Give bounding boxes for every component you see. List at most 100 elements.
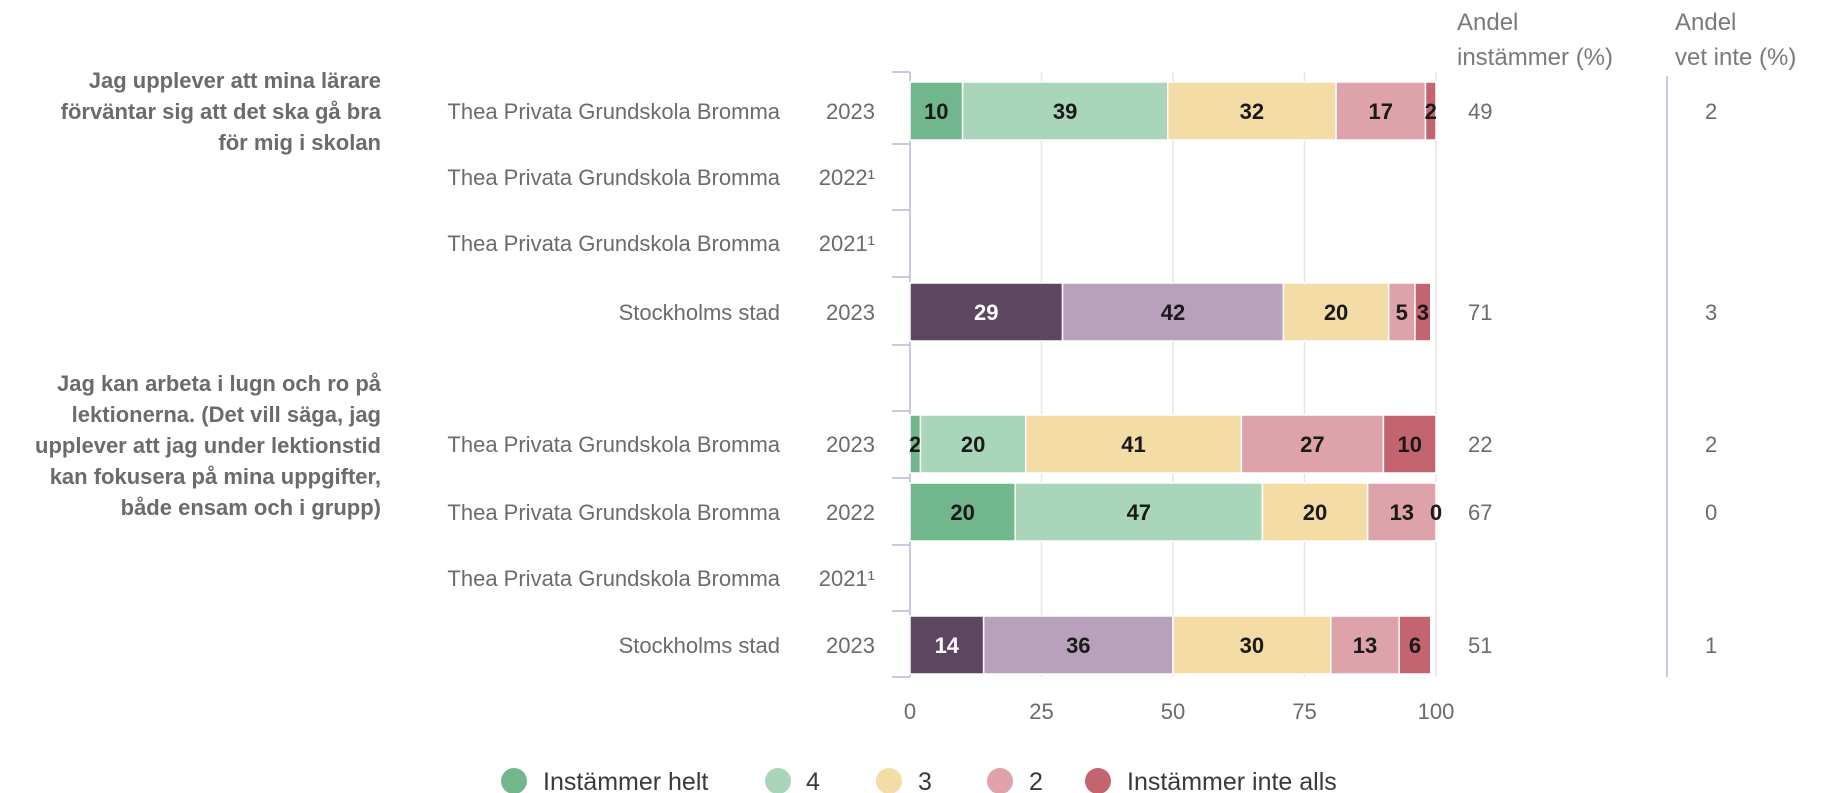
bar-segment-label: 13 xyxy=(1353,633,1377,658)
row-labels: Jag upplever att mina lärare förväntar si… xyxy=(35,68,875,658)
bar-segment xyxy=(1398,615,1432,675)
x-tick-label: 25 xyxy=(1029,699,1053,724)
bar-segment-label: 10 xyxy=(924,99,948,124)
bar-segment-label: 30 xyxy=(1240,633,1264,658)
row-year-label: 2022 xyxy=(826,500,875,525)
bar-segment-label: 0 xyxy=(1430,500,1442,525)
bar-segment xyxy=(1424,81,1437,141)
row-unit-label: Thea Privata Grundskola Bromma xyxy=(447,566,780,591)
bar-segment xyxy=(1335,81,1427,141)
bar-segment-label: 32 xyxy=(1240,99,1264,124)
agree-share-value: 71 xyxy=(1468,300,1492,325)
legend-swatch xyxy=(1085,768,1111,793)
bar-segment xyxy=(1061,282,1285,342)
bar-segment xyxy=(1414,282,1432,342)
bar-segment xyxy=(1172,615,1332,675)
row-unit-label: Thea Privata Grundskola Bromma xyxy=(447,500,780,525)
row-unit-label: Thea Privata Grundskola Bromma xyxy=(447,231,780,256)
agree-column-header: Andel xyxy=(1457,9,1518,36)
bar-segment-label: 42 xyxy=(1161,300,1185,325)
dont-know-column-header: vet inte (%) xyxy=(1675,44,1796,71)
question-label: kan fokusera på mina uppgifter, xyxy=(50,464,381,489)
row-year-label: 2021¹ xyxy=(819,231,875,256)
bar-segment-label: 6 xyxy=(1409,633,1421,658)
question-label: för mig i skolan xyxy=(218,130,381,155)
question-label: förväntar sig att det ska gå bra xyxy=(61,99,382,124)
question-label: upplever att jag under lektionstid xyxy=(35,433,381,458)
bar-segment-label: 2 xyxy=(909,432,921,457)
bar-segment-label: 17 xyxy=(1369,99,1393,124)
question-label: lektionerna. (Det vill säga, jag xyxy=(72,402,381,427)
agree-share-value: 51 xyxy=(1468,633,1492,658)
legend: Instämmer helt 4 3 2 Instämmer inte alls xyxy=(501,768,1337,793)
row-unit-label: Thea Privata Grundskola Bromma xyxy=(447,165,780,190)
bar-segment xyxy=(1382,414,1437,474)
dont-know-share-value: 2 xyxy=(1705,432,1717,457)
dont-know-share-value: 3 xyxy=(1705,300,1717,325)
x-tick-label: 0 xyxy=(904,699,916,724)
dont-know-share-value: 0 xyxy=(1705,500,1717,525)
x-tick-label: 75 xyxy=(1292,699,1316,724)
bar-segment-label: 29 xyxy=(974,300,998,325)
row-unit-label: Stockholms stad xyxy=(619,633,780,658)
bar-segment xyxy=(919,414,1027,474)
row-year-label: 2021¹ xyxy=(819,566,875,591)
legend-swatch xyxy=(876,768,902,793)
row-year-label: 2023 xyxy=(826,432,875,457)
bar-segment-label: 27 xyxy=(1300,432,1324,457)
bar-segment-label: 39 xyxy=(1053,99,1077,124)
legend-label: Instämmer inte alls xyxy=(1127,768,1337,793)
bar-segment xyxy=(1366,482,1437,542)
dont-know-column-header: Andel xyxy=(1675,9,1736,36)
bar-segment xyxy=(909,282,1064,342)
question-label: Jag kan arbeta i lugn och ro på xyxy=(57,371,382,396)
bar-segment xyxy=(1282,282,1390,342)
row-year-label: 2022¹ xyxy=(819,165,875,190)
x-tick-label: 100 xyxy=(1418,699,1455,724)
agree-share-value: 22 xyxy=(1468,432,1492,457)
question-label: Jag upplever att mina lärare xyxy=(89,68,381,93)
bar-segment-label: 36 xyxy=(1066,633,1090,658)
bar-segment xyxy=(909,482,1016,542)
gridlines xyxy=(1040,72,1437,677)
legend-swatch xyxy=(987,768,1013,793)
bar-segment-label: 10 xyxy=(1397,432,1421,457)
legend-label: 3 xyxy=(918,768,932,793)
legend-swatch xyxy=(765,768,791,793)
bar-segment xyxy=(1261,482,1369,542)
bar-segment-label: 13 xyxy=(1390,500,1414,525)
x-tick-label: 50 xyxy=(1161,699,1185,724)
legend-label: 2 xyxy=(1029,768,1043,793)
dont-know-share-value: 2 xyxy=(1705,99,1717,124)
bar-segment xyxy=(909,81,964,141)
legend-swatch xyxy=(501,768,527,793)
agree-column-header: instämmer (%) xyxy=(1457,44,1613,71)
bar-segment-label: 2 xyxy=(1425,99,1437,124)
bar-segment xyxy=(1024,414,1243,474)
bar-segment xyxy=(909,615,985,675)
bar-segment-label: 3 xyxy=(1417,300,1429,325)
row-year-label: 2023 xyxy=(826,99,875,124)
dont-know-share-value: 1 xyxy=(1705,633,1717,658)
bar-segment-label: 20 xyxy=(950,500,974,525)
agree-share-value: 49 xyxy=(1468,99,1492,124)
bar-segment-label: 5 xyxy=(1396,300,1408,325)
bar-segment xyxy=(982,615,1174,675)
bar-segment-label: 41 xyxy=(1121,432,1145,457)
row-year-label: 2023 xyxy=(826,300,875,325)
legend-label: 4 xyxy=(806,768,820,793)
legend-label: Instämmer helt xyxy=(543,768,708,793)
row-unit-label: Thea Privata Grundskola Bromma xyxy=(447,99,780,124)
bar-segment-label: 47 xyxy=(1127,500,1151,525)
row-unit-label: Stockholms stad xyxy=(619,300,780,325)
axes: 0 25 50 75 100 xyxy=(892,71,1455,724)
bar-segment xyxy=(1330,615,1400,675)
row-unit-label: Thea Privata Grundskola Bromma xyxy=(447,432,780,457)
bar-segment-label: 20 xyxy=(1303,500,1327,525)
row-year-label: 2023 xyxy=(826,633,875,658)
agree-share-value: 67 xyxy=(1468,500,1492,525)
bar-segment-label: 14 xyxy=(935,633,960,658)
summary-columns: Andel instämmer (%) Andel vet inte (%) 49 2 71… xyxy=(1457,9,1796,677)
